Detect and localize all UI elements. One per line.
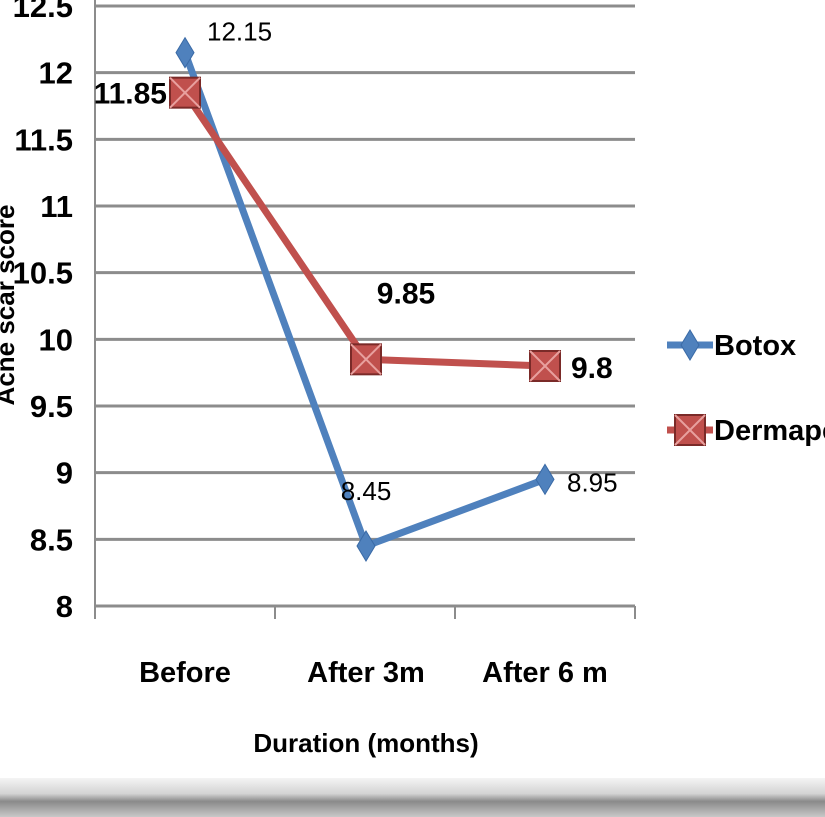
data-labels: 12.15 8.45 8.95 11.85 9.85 9.8 <box>94 17 618 506</box>
botox-data-label: 8.45 <box>341 476 392 506</box>
dermapen-data-label: 11.85 <box>94 78 167 111</box>
y-tick-label: 9.5 <box>30 389 73 424</box>
series-dermapen <box>169 76 561 382</box>
dermapen-data-label: 9.8 <box>571 352 613 385</box>
series-group <box>169 36 561 562</box>
y-tick-label: 12 <box>39 56 73 91</box>
legend-label: Dermapen <box>714 415 825 447</box>
botox-data-label: 12.15 <box>207 17 272 47</box>
y-tick-label: 11 <box>40 189 73 224</box>
marker-shine <box>169 76 201 109</box>
legend-label: Botox <box>714 330 796 362</box>
y-tick-label: 10.5 <box>13 256 73 291</box>
legend-item-botox: Botox <box>667 329 796 362</box>
marker-shine <box>350 343 382 376</box>
x-tick-label: Before <box>139 657 231 689</box>
y-tick-label: 8.5 <box>30 522 73 557</box>
y-tick-label: 11.5 <box>14 122 73 157</box>
y-tick-label: 9 <box>56 456 73 491</box>
botox-data-label: 8.95 <box>567 467 618 497</box>
botox-point <box>175 36 195 69</box>
marker-shine <box>674 414 706 446</box>
y-tick-label: 12.5 <box>13 0 73 24</box>
series-botox <box>175 36 555 562</box>
dermapen-data-label: 9.85 <box>377 277 435 310</box>
dermapen-line <box>182 90 546 370</box>
botox-point <box>356 530 376 562</box>
botox-point <box>535 463 555 496</box>
y-tick-label: 10 <box>39 322 73 357</box>
bottom-scroll-bar <box>0 778 825 817</box>
y-tick-label: 8 <box>56 589 73 624</box>
legend-marker <box>680 329 700 361</box>
y-axis-title: Acne scar score <box>0 205 20 406</box>
x-tick-label: After 3m <box>307 657 425 689</box>
marker-shine <box>529 350 561 382</box>
legend-item-dermapen: Dermapen <box>667 414 825 447</box>
x-tick-label: After 6 m <box>482 657 608 689</box>
gridlines <box>95 4 635 541</box>
x-axis-title: Duration (months) <box>253 728 478 758</box>
axes: 8 8.5 9 9.5 10 10.5 11 11.5 12 12.5 Before After 3m… <box>13 0 636 689</box>
legend: Botox Dermapen <box>667 329 825 447</box>
